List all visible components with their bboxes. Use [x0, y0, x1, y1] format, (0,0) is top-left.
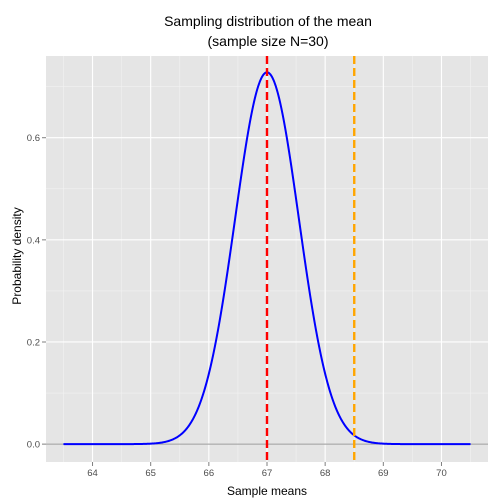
x-tick-label: 66 — [204, 468, 215, 479]
x-axis-ticks: 64 65 66 67 68 69 70 — [87, 462, 447, 479]
y-axis-title: Probability density — [10, 207, 24, 304]
x-tick-label: 70 — [436, 468, 447, 479]
x-tick-label: 69 — [378, 468, 389, 479]
y-tick-label: 0.6 — [27, 133, 40, 144]
x-tick-label: 65 — [145, 468, 156, 479]
x-axis-title: Sample means — [227, 484, 307, 498]
chart-title: Sampling distribution of the mean — [164, 13, 372, 29]
x-tick-label: 67 — [262, 468, 273, 479]
y-tick-label: 0.2 — [27, 337, 40, 348]
reference-lines — [265, 56, 356, 462]
chart-subtitle: (sample size N=30) — [208, 33, 329, 49]
y-tick-label: 0.0 — [27, 440, 40, 451]
x-tick-label: 64 — [87, 468, 98, 479]
x-tick-label: 68 — [320, 468, 331, 479]
y-tick-label: 0.4 — [27, 235, 40, 246]
y-axis-ticks: 0.0 0.2 0.4 0.6 — [27, 133, 46, 451]
